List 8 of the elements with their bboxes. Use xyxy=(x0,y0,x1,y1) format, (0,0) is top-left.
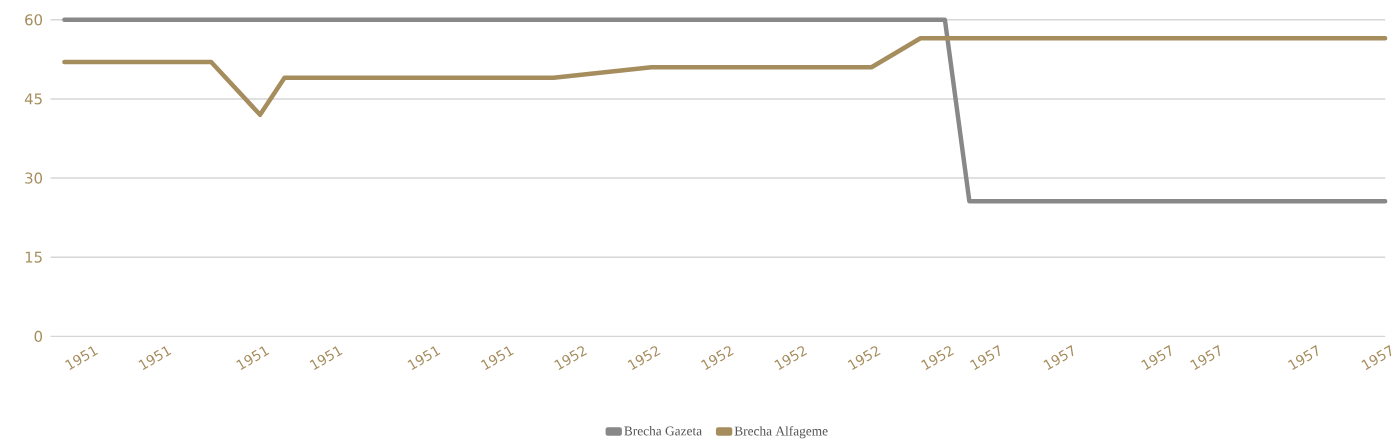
y-tick-label: 45 xyxy=(24,93,42,105)
y-tick-label: 60 xyxy=(25,14,43,26)
legend-label: Brecha Gazeta xyxy=(624,426,702,436)
y-tick-label: 0 xyxy=(34,330,43,343)
y-tick-label: 30 xyxy=(25,172,43,184)
y-tick-label: 15 xyxy=(25,251,42,263)
line-series xyxy=(62,36,1388,118)
legend-label: Brecha Alfageme xyxy=(734,426,828,439)
